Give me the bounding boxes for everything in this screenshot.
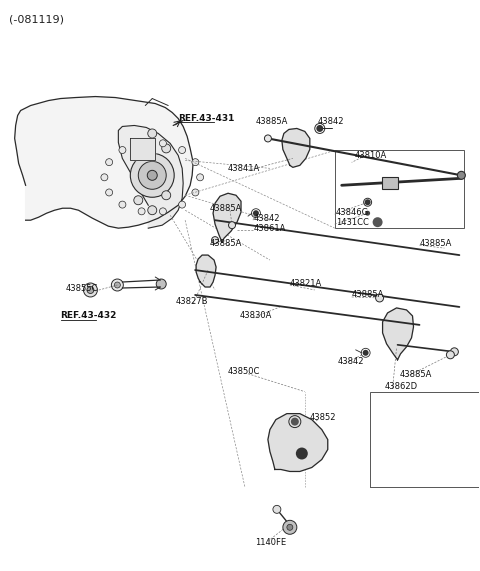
Polygon shape (119, 126, 183, 228)
Polygon shape (130, 138, 155, 160)
Text: 43821A: 43821A (290, 279, 322, 288)
Circle shape (212, 236, 218, 244)
Circle shape (228, 222, 236, 228)
Circle shape (446, 351, 455, 359)
Polygon shape (282, 128, 310, 167)
Circle shape (119, 147, 126, 154)
Circle shape (138, 208, 145, 215)
Text: 43841A: 43841A (228, 164, 260, 173)
Polygon shape (213, 193, 241, 242)
Circle shape (138, 162, 166, 189)
Polygon shape (196, 255, 216, 287)
Circle shape (179, 147, 186, 154)
Text: 43885A: 43885A (256, 117, 288, 126)
Circle shape (106, 189, 113, 196)
Bar (370, 392, 480, 488)
Circle shape (192, 189, 199, 196)
Circle shape (162, 191, 171, 200)
Text: 43827B: 43827B (175, 297, 208, 307)
Circle shape (192, 159, 199, 166)
Circle shape (134, 196, 143, 205)
Circle shape (450, 348, 458, 356)
Text: 1140FE: 1140FE (255, 538, 286, 547)
Polygon shape (15, 96, 193, 228)
Text: 43846G: 43846G (336, 208, 369, 217)
Circle shape (148, 206, 157, 215)
Circle shape (162, 144, 171, 153)
Bar (335, 150, 464, 228)
Circle shape (365, 211, 370, 216)
Circle shape (273, 505, 281, 513)
Polygon shape (383, 308, 413, 360)
Text: REF.43-431: REF.43-431 (178, 114, 235, 123)
Circle shape (87, 287, 94, 293)
Circle shape (148, 129, 157, 138)
Circle shape (119, 201, 126, 208)
Text: 43885A: 43885A (210, 239, 242, 248)
Circle shape (253, 210, 259, 216)
Circle shape (316, 125, 323, 132)
Circle shape (365, 199, 371, 205)
Text: 43885A: 43885A (420, 239, 452, 248)
Circle shape (197, 174, 204, 181)
Circle shape (134, 144, 143, 153)
Text: 43842: 43842 (318, 117, 344, 126)
Text: 43885A: 43885A (399, 370, 432, 379)
Text: 43850C: 43850C (228, 367, 261, 376)
Circle shape (179, 201, 186, 208)
Bar (382, 178, 397, 189)
Polygon shape (268, 413, 328, 472)
Text: 43885A: 43885A (210, 204, 242, 213)
Circle shape (296, 448, 308, 460)
Circle shape (114, 282, 120, 288)
Circle shape (138, 140, 145, 147)
Text: REF.43-432: REF.43-432 (60, 311, 117, 320)
Circle shape (159, 208, 167, 215)
Text: 1431CC: 1431CC (336, 218, 369, 227)
Circle shape (106, 159, 113, 166)
Circle shape (159, 140, 167, 147)
Circle shape (287, 524, 293, 530)
Text: 43842: 43842 (338, 357, 364, 366)
Text: 43885A: 43885A (352, 291, 384, 299)
Circle shape (101, 174, 108, 181)
Circle shape (147, 170, 157, 180)
Circle shape (376, 294, 384, 302)
Circle shape (156, 279, 166, 289)
Circle shape (372, 217, 383, 227)
Text: 43852: 43852 (310, 413, 336, 422)
Circle shape (264, 135, 271, 142)
Text: 43830A: 43830A (240, 311, 272, 320)
Text: 43855C: 43855C (65, 284, 98, 293)
Circle shape (457, 171, 465, 179)
Circle shape (283, 520, 297, 534)
Circle shape (291, 417, 299, 425)
Circle shape (130, 154, 174, 197)
Circle shape (111, 279, 123, 291)
Text: 43862D: 43862D (384, 382, 418, 391)
Text: 43810A: 43810A (355, 151, 387, 160)
Circle shape (363, 350, 369, 356)
Circle shape (84, 283, 97, 297)
Text: 43861A: 43861A (254, 224, 287, 232)
Text: 43842: 43842 (254, 214, 280, 223)
Text: (-081119): (-081119) (9, 15, 64, 25)
